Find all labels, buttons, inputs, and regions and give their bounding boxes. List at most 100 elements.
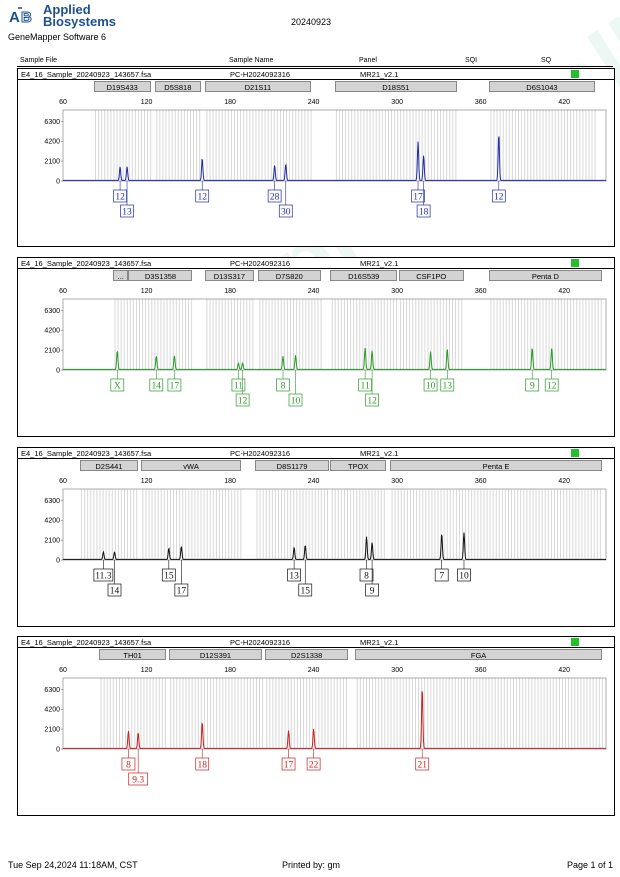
allele-bin [286,299,288,370]
allele-bin [125,678,127,749]
allele-bin [406,489,408,560]
allele-bin [271,299,273,370]
allele-bin [418,110,420,181]
allele-bin [556,489,558,560]
allele-bin [240,678,242,749]
allele-bin [193,110,195,181]
allele-bin [554,299,556,370]
allele-bin [452,110,454,181]
allele-bin [321,678,323,749]
allele-bin [590,489,592,560]
allele-bin [468,489,470,560]
col-panel: Panel [359,57,377,64]
allele-bin [318,678,320,749]
x-tick-label: 300 [391,667,403,674]
allele-bin [485,678,487,749]
col-sample-name: Sample Name [229,57,274,64]
allele-bin [558,678,560,749]
allele-label: 18 [197,761,207,771]
allele-label: 10 [426,382,436,392]
allele-bin [246,678,248,749]
allele-bin [240,110,242,181]
allele-bin [252,678,254,749]
allele-bin [538,489,540,560]
allele-bin [228,489,230,560]
allele-bin [282,110,284,181]
allele-bin [225,489,227,560]
allele-bin [462,489,464,560]
allele-label: 9 [530,382,535,392]
allele-bin [144,110,146,181]
allele-label-box [440,378,455,392]
allele-label: 15 [301,587,311,597]
allele-bin [136,489,138,560]
allele-bin [160,299,162,370]
allele-bin [215,489,217,560]
y-tick-label: 6300 [44,498,60,505]
allele-bin [258,110,260,181]
allele-bin [261,110,263,181]
allele-bin [133,489,135,560]
allele-label-box [276,378,290,392]
sample-name: PC-H2024092316 [230,638,291,647]
x-tick-label: 180 [224,288,236,295]
allele-bin [363,110,365,181]
allele-bin [356,489,358,560]
allele-label: 18 [419,208,429,218]
allele-bin [163,489,165,560]
allele-bin [413,489,415,560]
allele-bin [110,110,112,181]
marker-d5s818: D5S818 [154,81,201,92]
allele-bin [360,110,362,181]
allele-bin [433,678,435,749]
allele-bin [125,110,127,181]
allele-bin [327,678,329,749]
allele-bin [543,678,545,749]
allele-bin [109,678,111,749]
allele-bin [455,489,457,560]
col-sqi: SQI [465,57,478,64]
allele-bin [570,110,572,181]
allele-bin [415,110,417,181]
allele-label-box [298,583,313,597]
allele-bin [222,489,224,560]
allele-bin [572,489,574,560]
allele-bin [176,489,178,560]
allele-bin [265,489,267,560]
allele-bin [345,678,347,749]
allele-label: X [114,382,121,392]
allele-bin [290,678,292,749]
allele-bin [293,299,295,370]
allele-bin [551,110,553,181]
allele-bin [81,489,83,560]
allele-bin [276,110,278,181]
allele-label-box [121,757,136,771]
allele-bin [120,299,122,370]
allele-bin [442,678,444,749]
allele-bin [527,110,529,181]
allele-label-box [235,393,250,407]
allele-bin [573,299,575,370]
allele-bin [269,678,271,749]
allele-bin [311,299,313,370]
allele-bin [402,678,404,749]
allele-bin [225,678,227,749]
allele-bin [356,678,358,749]
allele-bin [514,489,516,560]
allele-bin [591,110,593,181]
allele-bin [596,489,598,560]
electropherogram-green: E4_16_Sample_20240923_143657.fsa PC-H2024… [17,257,615,437]
allele-bin [442,299,444,370]
allele-bin [511,489,513,560]
allele-bin [583,678,585,749]
allele-bin [536,110,538,181]
marker-d16s539: D16S539 [330,270,398,281]
allele-bin [209,299,211,370]
allele-bin [137,678,139,749]
allele-bin [304,110,306,181]
allele-bin [262,678,264,749]
allele-bin [568,678,570,749]
allele-bin [289,110,291,181]
allele-bin [117,299,119,370]
allele-bin [374,489,376,560]
